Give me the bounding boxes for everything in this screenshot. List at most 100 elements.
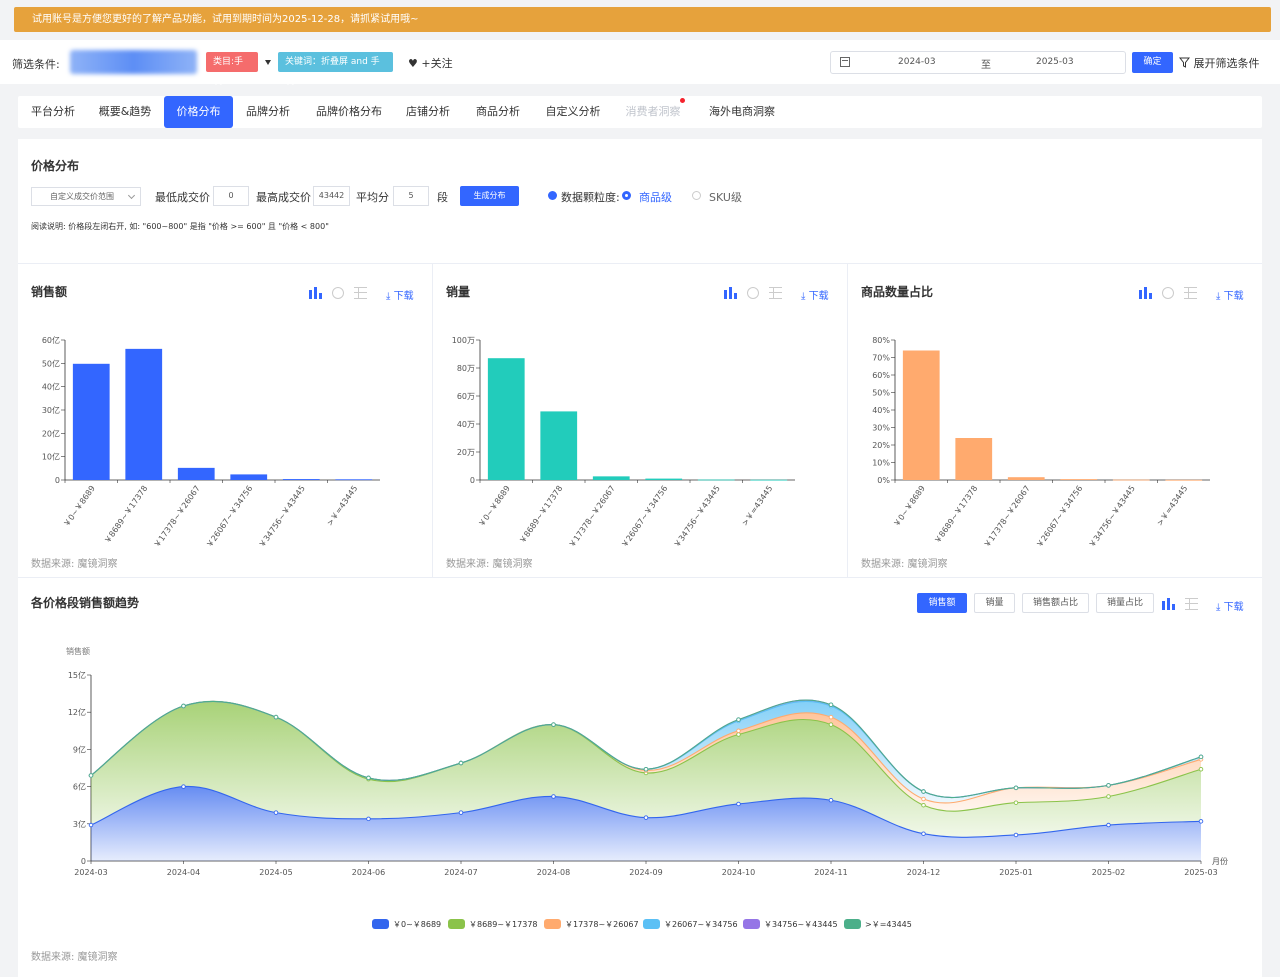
bar	[1165, 479, 1203, 481]
tab-brand[interactable]: 品牌分析	[246, 105, 290, 118]
date-separator: 至	[981, 60, 991, 71]
x-tick-label: ￥8689~￥17378	[518, 484, 565, 545]
chart-title-count-share: 商品数量占比	[861, 285, 934, 299]
bar	[750, 479, 788, 481]
bar-chart-icon[interactable]	[309, 287, 322, 299]
chart-title-volume: 销量	[446, 285, 471, 299]
pie-chart-icon[interactable]	[1162, 287, 1174, 299]
data-source: 数据来源: 魔镜洞察	[31, 559, 118, 570]
bar	[697, 479, 735, 481]
bar	[955, 438, 993, 480]
radio-sku[interactable]	[692, 191, 701, 200]
tab-price-distribution[interactable]: 价格分布	[164, 96, 233, 128]
x-tick-label: 2024-10	[722, 868, 755, 877]
metric-volume-button[interactable]: 销量	[974, 593, 1015, 613]
tab-product[interactable]: 商品分析	[476, 105, 520, 118]
legend-swatch	[448, 919, 465, 929]
y-tick-label: 0	[55, 476, 60, 485]
tab-shop[interactable]: 店铺分析	[406, 105, 450, 118]
date-end[interactable]: 2025-03	[1036, 57, 1074, 67]
data-point	[1013, 832, 1019, 838]
y-tick-label: 20%	[872, 441, 890, 450]
y-tick-label: 100万	[452, 336, 475, 345]
filter-icon	[1178, 57, 1191, 68]
legend-swatch	[643, 919, 660, 929]
y-tick-label: 40亿	[42, 382, 60, 392]
download-button[interactable]: ⤓ 下载	[386, 291, 414, 302]
legend-label: ￥0~￥8689	[393, 920, 441, 929]
expand-filter-label: 展开筛选条件	[1193, 57, 1260, 70]
y-tick-label: 30%	[872, 424, 890, 433]
data-point	[1013, 785, 1019, 791]
y-tick-label: 40%	[872, 406, 890, 415]
sku-level-label[interactable]: SKU级	[709, 191, 742, 204]
x-tick-label: >￥=43445	[740, 484, 774, 528]
data-point	[736, 732, 741, 737]
data-point	[921, 802, 926, 808]
date-start[interactable]: 2024-03	[898, 57, 936, 67]
table-icon[interactable]	[354, 287, 367, 299]
chevron-down-icon[interactable]	[265, 60, 271, 65]
product-level-label[interactable]: 商品级	[639, 191, 672, 204]
download-label: 下载	[393, 291, 414, 302]
legend-swatch	[743, 919, 760, 929]
table-icon[interactable]	[769, 287, 782, 299]
date-range-picker[interactable]: 2024-03 至 2025-03	[830, 51, 1126, 74]
category-tag[interactable]: 类目:手机	[206, 52, 258, 87]
y-tick-label: 0	[470, 476, 475, 485]
y-tick-label: 15亿	[68, 670, 86, 680]
bar	[230, 474, 268, 480]
y-tick-label: 60亿	[42, 335, 60, 345]
table-icon[interactable]	[1184, 287, 1197, 299]
legend-label: ￥34756~￥43445	[764, 920, 838, 929]
radio-product[interactable]	[622, 191, 631, 200]
data-point	[921, 796, 926, 802]
table-icon[interactable]	[1185, 598, 1198, 610]
data-point	[828, 702, 834, 708]
data-point	[828, 722, 834, 727]
reading-note: 阅读说明: 价格段左闭右开, 如: "600~800" 是指 "价格 >= 60…	[31, 222, 329, 231]
tab-custom[interactable]: 自定义分析	[545, 105, 601, 118]
data-point	[458, 810, 464, 815]
download-button[interactable]: ⤓ 下载	[1216, 291, 1244, 302]
download-button[interactable]: ⤓ 下载	[801, 291, 829, 302]
metric-sales-button[interactable]: 销售额	[917, 593, 967, 613]
tab-overseas[interactable]: 海外电商洞察	[709, 105, 775, 118]
expand-filter-button[interactable]: 展开筛选条件	[1178, 55, 1260, 71]
x-tick-label: >￥=43445	[1155, 484, 1189, 528]
data-point	[1106, 822, 1111, 828]
range-select[interactable]: 自定义成交价范围	[31, 187, 141, 206]
pie-chart-icon[interactable]	[332, 287, 344, 299]
data-source: 数据来源: 魔镜洞察	[446, 559, 533, 570]
metric-sales-share-button[interactable]: 销售额占比	[1022, 593, 1089, 613]
tab-overview[interactable]: 概要&趋势	[98, 105, 152, 118]
bar-chart-icon[interactable]	[1162, 598, 1175, 610]
data-point	[181, 703, 186, 709]
generate-button[interactable]: 生成分布	[460, 186, 519, 206]
tab-brand-price[interactable]: 品牌价格分布	[316, 105, 382, 118]
y-axis-title: 销售额	[66, 646, 90, 656]
y-tick-label: 20万	[457, 448, 475, 457]
chart-title-sales: 销售额	[31, 285, 68, 299]
keyword-tag[interactable]: 关键词：折叠屏 and 手机	[278, 52, 393, 87]
bar-chart-icon[interactable]	[724, 287, 737, 299]
x-tick-label: ￥34756~￥43445	[257, 484, 307, 549]
max-price-input[interactable]: 43442	[313, 186, 350, 206]
filter-bar: 筛选条件: 类目:手机 关键词：折叠屏 and 手机 ♥ +关注 2024-03…	[0, 40, 1280, 87]
tab-consumer[interactable]: 消费者洞察	[625, 105, 681, 118]
legend-label: ￥26067~￥34756	[664, 920, 738, 929]
min-price-input[interactable]: 0	[213, 186, 249, 206]
split-input[interactable]: 5	[393, 186, 429, 206]
legend-swatch	[544, 919, 561, 929]
download-button[interactable]: ⤓ 下载	[1216, 602, 1244, 613]
y-tick-label: 0	[81, 857, 86, 866]
y-tick-label: 12亿	[68, 707, 86, 717]
tab-platform[interactable]: 平台分析	[31, 105, 75, 118]
pie-chart-icon[interactable]	[747, 287, 759, 299]
bar-chart-icon[interactable]	[1139, 287, 1152, 299]
data-point	[1106, 794, 1111, 799]
follow-button[interactable]: ♥ +关注	[408, 57, 453, 70]
confirm-button[interactable]: 确定	[1132, 52, 1173, 73]
metric-volume-share-button[interactable]: 销量占比	[1096, 593, 1154, 613]
